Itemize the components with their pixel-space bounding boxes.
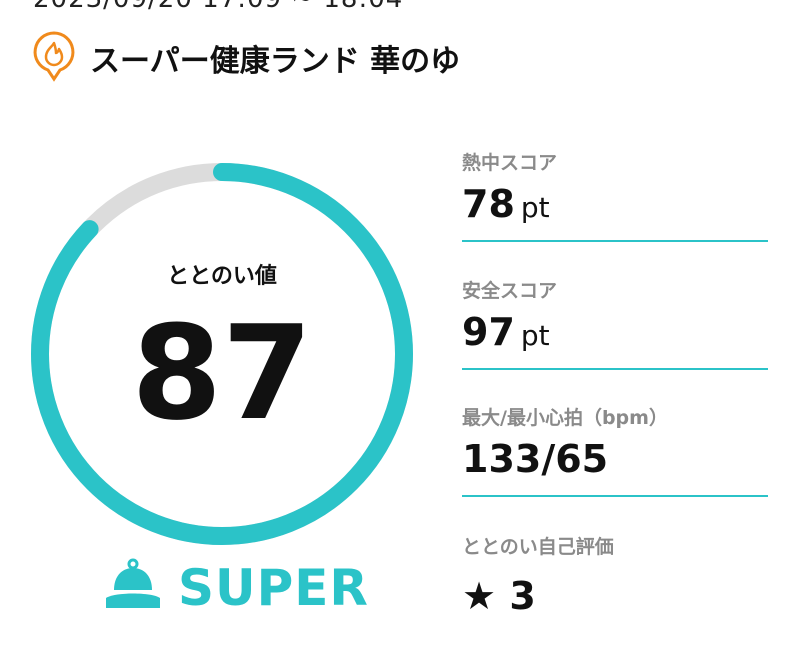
stat-unit: pt	[520, 191, 550, 224]
gauge-progress-arc	[31, 163, 413, 545]
stat-heart-rate: 最大/最小心拍（bpm） 133/65	[462, 403, 768, 497]
stat-unit: pt	[520, 319, 550, 352]
session-datetime: 2023/09/20 17:09 ~ 18:04	[33, 0, 403, 14]
stat-heat-score: 熱中スコア 78 pt	[462, 148, 768, 242]
stat-value: 78	[462, 182, 515, 226]
stat-value: 97	[462, 310, 515, 354]
totonoi-gauge	[31, 163, 413, 545]
stat-label: 安全スコア	[462, 280, 558, 302]
stat-label: 最大/最小心拍（bpm）	[462, 407, 668, 429]
star-icon: ★	[462, 574, 497, 618]
sauna-hat-icon	[104, 558, 162, 612]
stat-self-rating: ととのい自己評価 ★ 3	[462, 532, 768, 652]
rank-label: SUPER	[178, 559, 369, 617]
gauge-value: 87	[131, 297, 313, 449]
stat-safety-score: 安全スコア 97 pt	[462, 276, 768, 370]
facility-header: スーパー健康ランド 華のゆ	[32, 30, 460, 86]
stat-label: 熱中スコア	[462, 152, 558, 174]
stat-value: 133/65	[462, 437, 609, 481]
stat-label: ととのい自己評価	[462, 536, 614, 558]
fire-pin-icon	[32, 30, 76, 86]
gauge-label: ととのい値	[167, 264, 277, 289]
rank-badge: SUPER	[104, 558, 369, 618]
stat-value: 3	[509, 574, 536, 618]
facility-name: スーパー健康ランド 華のゆ	[90, 44, 461, 79]
